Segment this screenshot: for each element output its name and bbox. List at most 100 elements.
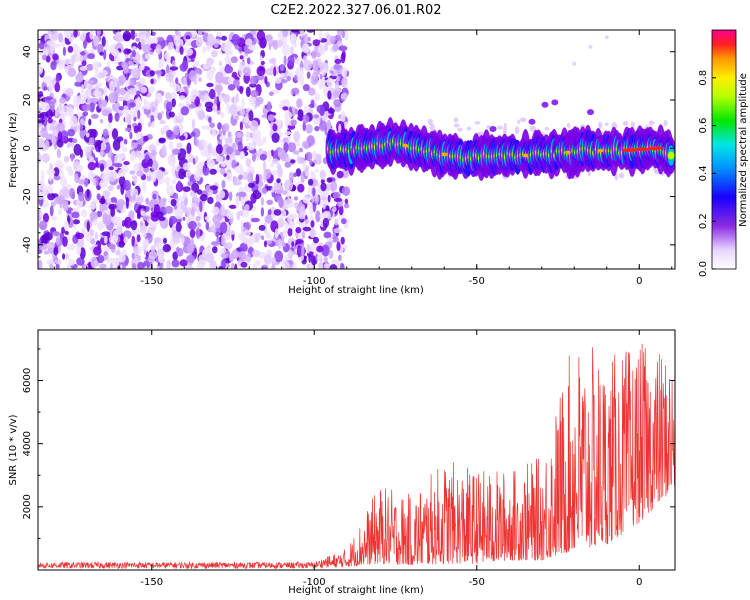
snr-panel: -150 -100 -50 0 2000 4000 6000 Height of strai… [8, 329, 676, 596]
noise-point [143, 98, 147, 106]
noise-point [306, 71, 311, 79]
noise-point [144, 265, 148, 269]
noise-point [198, 77, 202, 82]
noise-point [179, 233, 185, 245]
noise-point [111, 128, 119, 140]
noise-point [41, 53, 47, 61]
x-tick-label: -150 [140, 577, 163, 588]
noise-point [280, 72, 286, 77]
noise-point [49, 125, 54, 131]
noise-point [273, 66, 277, 77]
noise-point [215, 71, 224, 84]
noise-point [302, 84, 310, 92]
noise-point [255, 173, 260, 185]
noise-point [220, 112, 225, 119]
noise-point [111, 49, 120, 57]
noise-point [321, 78, 326, 90]
noise-point [136, 96, 142, 107]
noise-point [208, 116, 212, 124]
noise-point [75, 165, 84, 172]
noise-point [229, 104, 238, 116]
y-tick-label: 6000 [22, 368, 33, 393]
noise-point [76, 257, 85, 266]
noise-point [292, 185, 296, 192]
noise-point [123, 62, 129, 75]
noise-point [142, 231, 147, 238]
noise-point [341, 67, 348, 78]
noise-point [87, 53, 95, 60]
noise-point [311, 193, 319, 205]
noise-point [38, 248, 43, 255]
colorbar-ticks: 0.0 0.2 0.4 0.6 0.8 [698, 70, 716, 277]
noise-point [187, 180, 194, 187]
noise-point [116, 83, 120, 93]
noise-point [38, 119, 45, 124]
noise-point [243, 229, 251, 237]
noise-point [139, 220, 144, 227]
noise-point [100, 141, 107, 151]
noise-point [314, 92, 320, 102]
noise-point [55, 236, 60, 246]
noise-point [221, 234, 227, 246]
noise-point [86, 188, 90, 199]
noise-point [63, 155, 70, 163]
noise-point [111, 152, 115, 164]
noise-point [144, 53, 151, 60]
noise-point [169, 215, 177, 225]
noise-point [108, 243, 116, 250]
noise-point [327, 194, 331, 203]
snr-ticks: -150 -100 -50 0 2000 4000 6000 [22, 330, 675, 588]
noise-point [326, 177, 333, 183]
noise-point [98, 263, 107, 269]
noise-point [327, 237, 334, 242]
noise-point [171, 259, 180, 268]
noise-point [59, 97, 66, 104]
noise-point [255, 138, 264, 147]
noise-point [155, 169, 164, 180]
noise-point [312, 152, 316, 158]
noise-point [150, 214, 159, 222]
noise-point [118, 168, 126, 177]
noise-point [82, 111, 89, 117]
noise-point [243, 67, 251, 77]
noise-point [136, 144, 142, 152]
y-tick-label: -40 [22, 237, 33, 253]
noise-point [202, 46, 207, 53]
noise-point [334, 218, 339, 226]
noise-point [176, 246, 180, 254]
noise-point [282, 260, 290, 269]
noise-point [333, 99, 342, 108]
noise-point [88, 137, 94, 146]
noise-point [38, 259, 43, 269]
noise-point [84, 79, 90, 89]
noise-point [288, 213, 298, 220]
noise-point [598, 121, 603, 129]
noise-point [135, 37, 141, 42]
noise-point [103, 86, 108, 98]
snr-series-line [38, 343, 675, 570]
noise-point [305, 124, 313, 134]
noise-point [323, 42, 328, 52]
noise-point [191, 182, 200, 193]
noise-point [207, 196, 214, 204]
signal-blob [528, 118, 536, 125]
noise-point [178, 102, 185, 108]
noise-point [46, 169, 56, 176]
noise-point [245, 158, 252, 167]
noise-point [76, 123, 81, 134]
noise-point [291, 87, 300, 95]
signal-blob [572, 62, 577, 66]
noise-point [305, 170, 310, 177]
noise-point [245, 86, 251, 98]
noise-point [51, 30, 59, 41]
noise-point [274, 77, 282, 84]
noise-point [41, 102, 50, 112]
y-tick-label: 40 [22, 45, 33, 58]
noise-point [38, 64, 43, 75]
noise-point [92, 128, 97, 139]
noise-point [322, 210, 331, 221]
noise-point [263, 254, 272, 265]
noise-point [341, 169, 349, 179]
noise-point [269, 163, 275, 168]
noise-point [85, 132, 90, 138]
